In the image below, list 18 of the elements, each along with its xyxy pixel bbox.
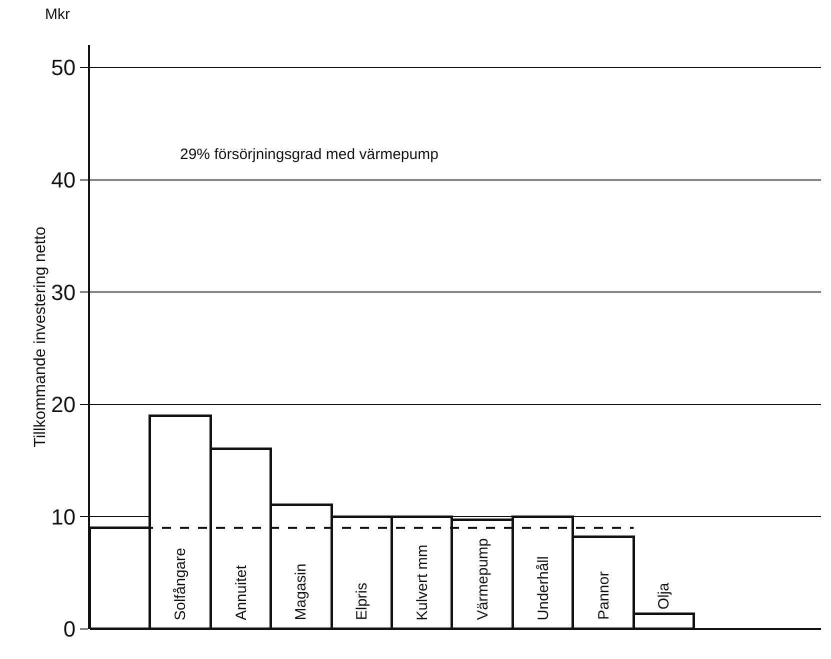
x-tick-label: Elpris xyxy=(354,582,371,620)
y-tick-label: 0 xyxy=(63,616,76,642)
x-tick-label: Annuitet xyxy=(232,564,250,620)
y-tick-label: 50 xyxy=(51,55,76,80)
y-tick-label: 30 xyxy=(51,280,76,305)
x-tick-label: Solfångare xyxy=(172,548,189,620)
x-tick-label: Magasin xyxy=(292,564,310,620)
y-tick-label: 10 xyxy=(51,504,76,530)
x-tick-label: Underhåll xyxy=(534,556,552,620)
y-axis-title: Tillkommande investering netto xyxy=(32,226,50,448)
text: Mkr xyxy=(45,6,70,23)
x-tick-label: Värmepump xyxy=(474,538,492,620)
x-tick-label: Olja xyxy=(655,582,672,610)
x-tick-label: Pannor xyxy=(595,571,612,620)
y-tick-label: 40 xyxy=(51,167,76,192)
x-tick-label: Kulvert mm xyxy=(414,544,432,621)
y-tick-label: 20 xyxy=(51,392,76,418)
annotation: 29% försörjningsgrad med värmepump xyxy=(180,146,438,163)
